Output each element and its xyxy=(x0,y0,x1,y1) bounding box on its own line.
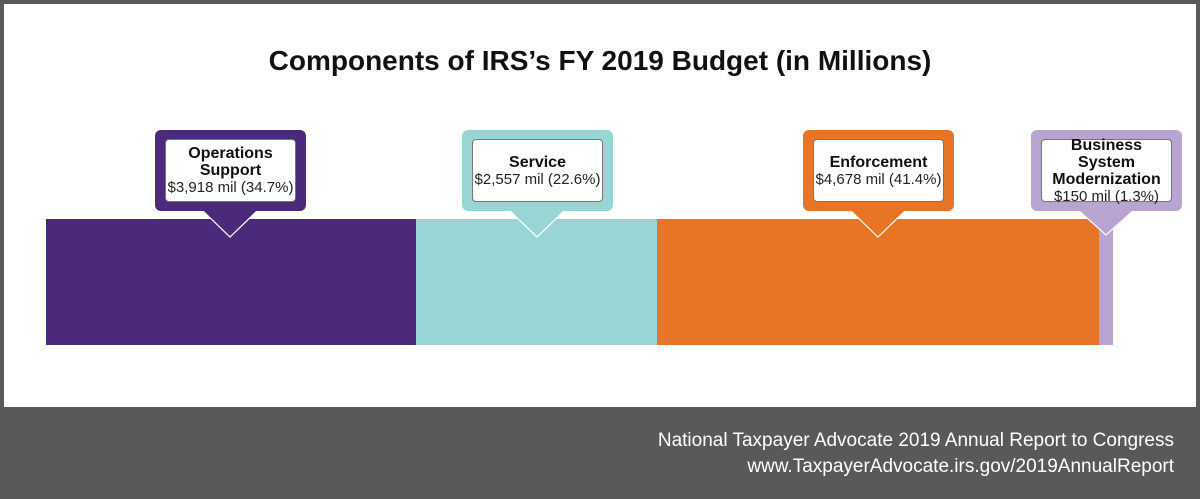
callout-label-box: Business System Modernization $150 mil (1… xyxy=(1041,136,1172,205)
footer-url[interactable]: www.TaxpayerAdvocate.irs.gov/2019AnnualR… xyxy=(747,456,1174,477)
value-label: $150 mil (1.3%) xyxy=(1053,187,1160,205)
callout-0: Operations Support $3,918 mil (34.7%) xyxy=(155,130,306,211)
bar-segment-1 xyxy=(415,219,658,345)
callout-3: Business System Modernization $150 mil (1… xyxy=(1031,130,1182,211)
stacked-bar xyxy=(46,219,1113,345)
category-label: Business System Modernization xyxy=(1052,136,1161,188)
callout-2: Enforcement $4,678 mil (41.4%) xyxy=(803,130,954,211)
bar-segment-2 xyxy=(657,219,1099,345)
callout-label-box: Service $2,557 mil (22.6%) xyxy=(472,139,603,202)
bar-segment-0 xyxy=(46,219,416,345)
callout-label-box: Enforcement $4,678 mil (41.4%) xyxy=(813,139,944,202)
footer-report-title: National Taxpayer Advocate 2019 Annual R… xyxy=(657,430,1174,451)
value-label: $4,678 mil (41.4%) xyxy=(815,170,942,188)
callout-label-box: Operations Support $3,918 mil (34.7%) xyxy=(165,139,296,202)
category-label: Operations Support xyxy=(188,145,273,179)
bar-segment-3 xyxy=(1098,219,1113,345)
footer: National Taxpayer Advocate 2019 Annual R… xyxy=(658,428,1174,480)
value-label: $3,918 mil (34.7%) xyxy=(167,179,294,196)
value-label: $2,557 mil (22.6%) xyxy=(474,170,601,188)
chart-title: Components of IRS’s FY 2019 Budget (in M… xyxy=(268,45,932,76)
category-label: Service xyxy=(509,153,566,171)
callout-1: Service $2,557 mil (22.6%) xyxy=(462,130,613,211)
category-label: Enforcement xyxy=(829,153,928,171)
